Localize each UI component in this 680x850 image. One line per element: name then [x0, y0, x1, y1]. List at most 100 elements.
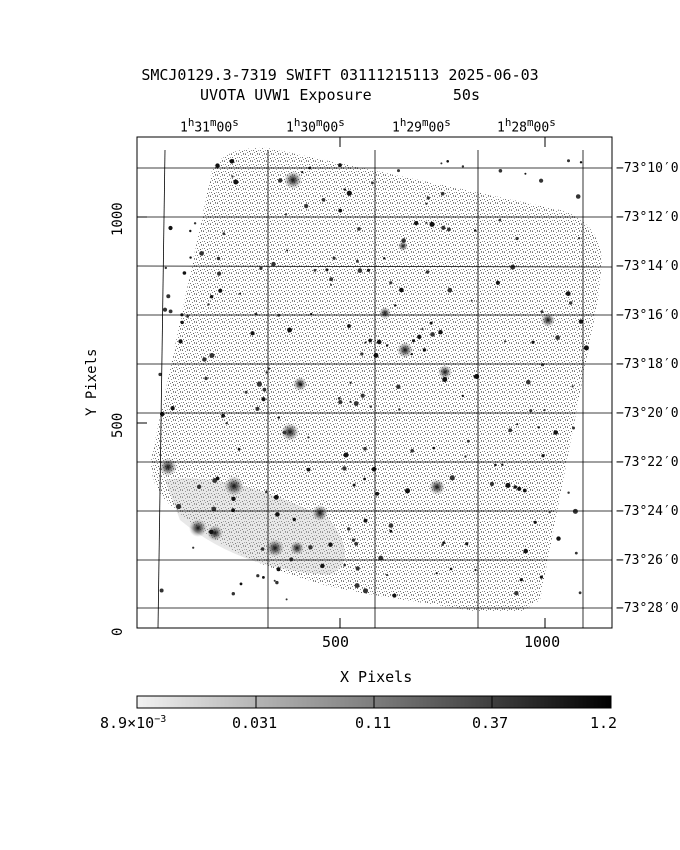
dec-tick-6: −73°20′0 — [616, 406, 679, 421]
point-source — [325, 268, 329, 272]
point-source — [385, 344, 389, 347]
point-source — [583, 345, 589, 351]
point-source — [465, 542, 469, 546]
x-tick-1000: 1000 — [524, 633, 561, 651]
bright-source — [397, 342, 413, 358]
point-source — [189, 256, 192, 259]
point-source — [307, 436, 310, 439]
point-source — [378, 555, 384, 561]
point-source — [313, 268, 317, 272]
point-source — [158, 372, 162, 377]
point-source — [160, 411, 165, 417]
point-source — [519, 578, 523, 582]
point-source — [449, 567, 453, 571]
point-source — [275, 512, 280, 517]
bright-source — [189, 519, 207, 537]
colorbar-label-2: 0.031 — [232, 714, 278, 732]
point-source — [338, 400, 343, 405]
point-source — [540, 363, 545, 367]
point-source — [354, 583, 360, 588]
bright-source — [541, 313, 555, 327]
point-source — [207, 303, 210, 306]
point-source — [421, 328, 424, 331]
point-source — [209, 353, 215, 358]
x-axis-label: X Pixels — [340, 668, 413, 686]
point-source — [556, 536, 561, 541]
point-source — [166, 294, 171, 299]
point-source — [262, 576, 265, 579]
point-source — [196, 484, 202, 489]
point-source — [262, 387, 267, 392]
point-source — [414, 221, 419, 226]
point-source — [514, 591, 519, 596]
point-source — [277, 416, 280, 419]
point-source — [533, 520, 537, 524]
point-source — [363, 446, 367, 451]
dec-tick-8: −73°24′0 — [616, 504, 679, 519]
ra-tick-3: 1h29m00s — [392, 116, 451, 136]
point-source — [555, 335, 560, 340]
point-source — [282, 430, 287, 435]
dec-tick-1: −73°10′0 — [616, 161, 679, 176]
point-source — [159, 588, 164, 593]
bright-source — [224, 476, 244, 496]
point-source — [430, 332, 435, 337]
point-source — [275, 580, 279, 585]
bright-source — [266, 539, 284, 557]
point-source — [186, 315, 190, 318]
point-source — [548, 511, 551, 514]
point-source — [495, 280, 500, 285]
point-source — [231, 592, 235, 596]
point-source — [371, 181, 374, 185]
bright-source — [290, 541, 304, 555]
point-source — [531, 340, 535, 344]
point-source — [389, 281, 393, 285]
point-source — [410, 353, 413, 356]
point-source — [422, 348, 427, 352]
point-source — [523, 548, 528, 554]
point-source — [425, 221, 428, 224]
point-source — [505, 482, 511, 488]
point-source — [442, 377, 448, 382]
point-source — [338, 163, 342, 168]
point-source — [474, 568, 477, 572]
point-source — [417, 334, 422, 339]
point-source — [401, 238, 406, 243]
bright-source — [284, 171, 302, 189]
y-pixel-ticks — [137, 216, 147, 424]
point-source — [575, 194, 581, 199]
point-source — [332, 256, 336, 260]
point-source — [265, 371, 268, 374]
point-source — [209, 295, 214, 299]
point-source — [363, 477, 366, 481]
point-source — [461, 394, 465, 398]
point-source — [410, 449, 415, 453]
point-source — [375, 491, 380, 496]
point-source — [412, 339, 415, 343]
bright-source — [429, 479, 445, 495]
point-source — [489, 481, 495, 487]
point-source — [199, 251, 204, 256]
point-source — [267, 367, 271, 370]
point-source — [399, 287, 404, 293]
point-source — [289, 557, 294, 562]
point-source — [513, 485, 517, 489]
point-source — [567, 491, 570, 494]
point-source — [202, 357, 207, 362]
point-source — [449, 475, 455, 481]
point-source — [529, 409, 533, 413]
point-source — [215, 476, 220, 481]
point-source — [308, 545, 313, 550]
point-source — [229, 159, 235, 164]
point-source — [429, 321, 433, 325]
point-source — [260, 547, 265, 551]
point-source — [261, 397, 266, 402]
point-source — [176, 503, 182, 510]
bright-source — [312, 505, 328, 521]
point-source — [237, 447, 241, 451]
point-source — [442, 541, 446, 544]
point-source — [343, 188, 347, 191]
point-source — [192, 546, 195, 549]
point-source — [217, 271, 222, 276]
point-source — [357, 268, 363, 273]
